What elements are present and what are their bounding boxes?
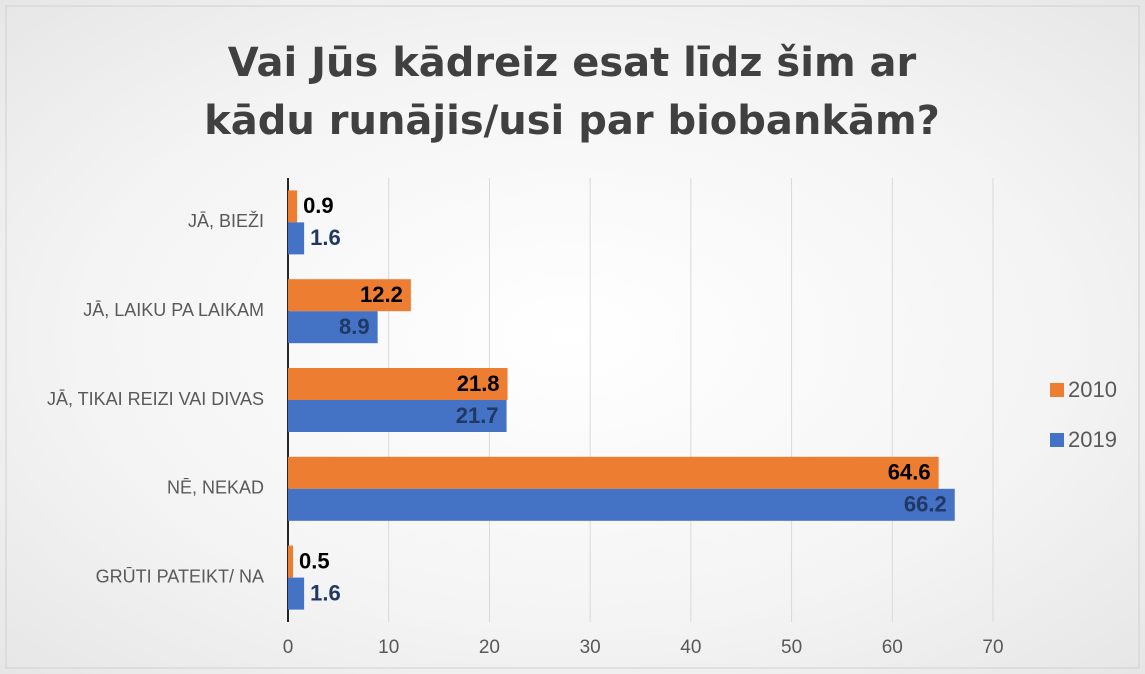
x-tick-label: 10 [378, 637, 399, 658]
bar [288, 488, 955, 521]
x-tick-label: 70 [982, 637, 1003, 658]
x-tick-label: 20 [479, 637, 500, 658]
bar [288, 545, 294, 578]
y-tick-label: JĀ, BIEŽI [188, 211, 264, 231]
x-tick-label: 40 [680, 637, 701, 658]
bar [288, 190, 298, 223]
data-label: 21.8 [457, 371, 500, 396]
x-tick-label: 60 [882, 637, 903, 658]
data-label: 1.6 [310, 580, 341, 605]
x-tick-label: 50 [781, 637, 802, 658]
data-label: 21.7 [456, 403, 499, 428]
data-label: 0.5 [299, 548, 330, 573]
bar [288, 577, 305, 610]
bar [288, 368, 508, 400]
chart-title: Vai Jūs kādreiz esat līdz šim ar kādu ru… [204, 40, 940, 144]
data-label: 64.6 [888, 460, 931, 485]
data-label: 8.9 [339, 314, 370, 339]
bar [288, 456, 939, 489]
y-tick-label: GRŪTI PATEIKT/ NA [96, 566, 264, 586]
legend-swatch [1050, 383, 1064, 397]
data-label: 1.6 [310, 225, 341, 250]
x-tick-label: 0 [283, 637, 294, 658]
bar [288, 222, 305, 255]
legend-swatch [1050, 433, 1064, 447]
bar [288, 311, 378, 344]
y-tick-label: JĀ, TIKAI REIZI VAI DIVAS [47, 389, 264, 409]
chart-border [5, 5, 1140, 669]
legend-label: 2019 [1068, 427, 1117, 452]
y-tick-label: NĒ, NEKAD [167, 478, 264, 498]
data-label: 66.2 [904, 492, 947, 517]
x-tick-label: 30 [580, 637, 601, 658]
data-label: 0.9 [303, 193, 334, 218]
data-label: 12.2 [360, 282, 403, 307]
y-tick-label: JĀ, LAIKU PA LAIKAM [83, 300, 264, 320]
legend-label: 2010 [1068, 377, 1117, 402]
bar [288, 279, 411, 312]
bar [288, 400, 507, 432]
